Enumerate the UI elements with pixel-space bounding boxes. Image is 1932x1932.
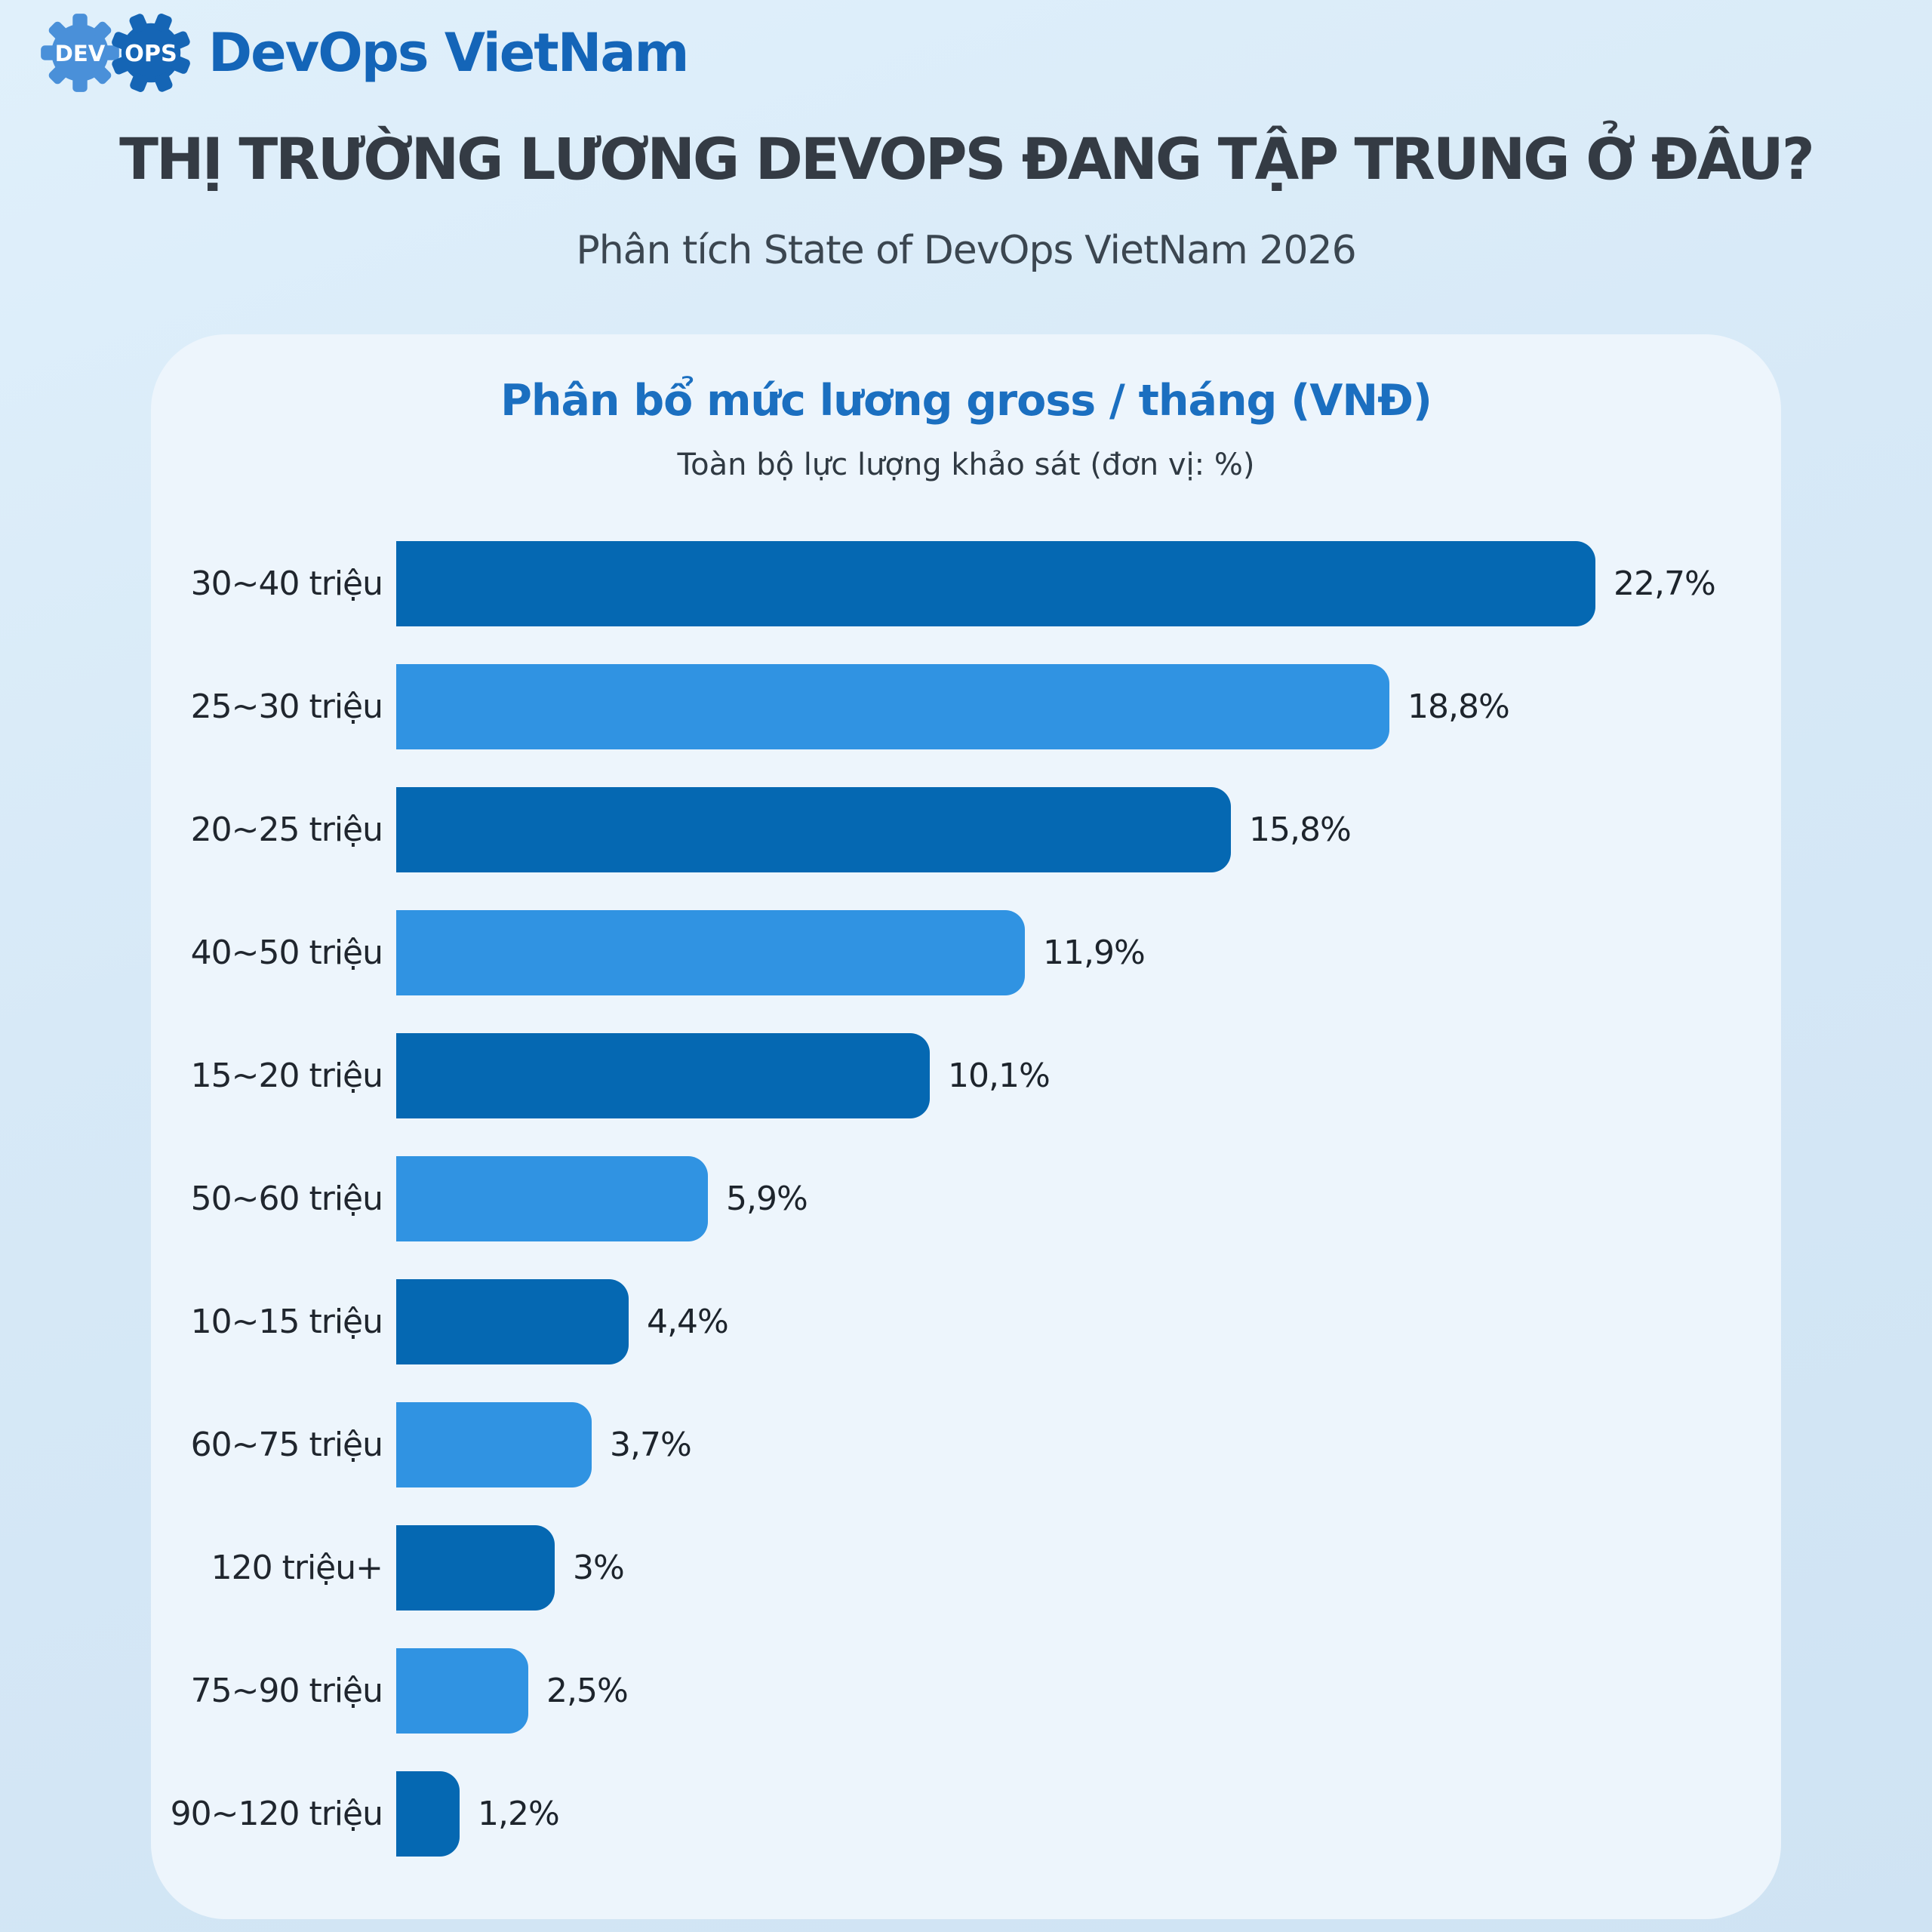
gear-dev-label: DEV — [55, 41, 106, 66]
bar-value-label: 2,5% — [546, 1672, 629, 1710]
bar-row: 25~30 triệu 18,8% — [151, 645, 1781, 768]
bar-category-label: 10~15 triệu — [190, 1303, 383, 1341]
bar — [396, 1033, 930, 1118]
bar — [396, 1279, 629, 1364]
bar — [396, 1525, 555, 1611]
bar-track: 11,9% — [396, 910, 1781, 995]
bar-category-label: 90~120 triệu — [170, 1795, 383, 1833]
bar — [396, 664, 1389, 749]
chart-rows: 30~40 triệu 22,7% 25~30 triệu 18,8% 20~2… — [151, 522, 1781, 1875]
bar-value-label: 11,9% — [1043, 934, 1146, 972]
bar — [396, 1156, 708, 1241]
bar-track: 1,2% — [396, 1771, 1781, 1857]
bar-value-label: 1,2% — [478, 1795, 560, 1833]
bar-category-label: 30~40 triệu — [190, 565, 383, 603]
bar — [396, 1771, 460, 1857]
bar-track: 3% — [396, 1525, 1781, 1611]
bar-value-label: 5,9% — [726, 1180, 808, 1218]
chart-subtitle: Toàn bộ lực lượng khảo sát (đơn vị: %) — [677, 448, 1255, 482]
bar-row: 30~40 triệu 22,7% — [151, 522, 1781, 645]
dev-gear-icon: DEV — [41, 14, 119, 92]
brand-wordmark: DevOps VietNam — [208, 22, 689, 84]
bar-row: 10~15 triệu 4,4% — [151, 1260, 1781, 1383]
bar — [396, 787, 1231, 872]
bar-value-label: 3,7% — [610, 1426, 692, 1464]
bar-category-label: 25~30 triệu — [190, 688, 383, 726]
bar-track: 5,9% — [396, 1156, 1781, 1241]
bar — [396, 910, 1025, 995]
gear-ops-label: OPS — [125, 41, 177, 67]
bar-category-label: 60~75 triệu — [190, 1426, 383, 1464]
bar — [396, 1648, 528, 1734]
bar-category-label: 75~90 triệu — [190, 1672, 383, 1710]
page-subtitle: Phân tích State of DevOps VietNam 2026 — [576, 228, 1356, 273]
bar-row: 20~25 triệu 15,8% — [151, 768, 1781, 891]
bar-category-label: 50~60 triệu — [190, 1180, 383, 1218]
bar-category-label: 20~25 triệu — [190, 811, 383, 849]
bar-track: 10,1% — [396, 1033, 1781, 1118]
bar-value-label: 10,1% — [948, 1057, 1051, 1095]
bar-value-label: 15,8% — [1249, 811, 1352, 849]
ops-gear-icon: OPS — [112, 14, 190, 92]
bar-row: 15~20 triệu 10,1% — [151, 1014, 1781, 1137]
bar-category-label: 120 triệu+ — [211, 1549, 383, 1587]
brand-logo: DEV OPS DevOps VietNam — [39, 11, 689, 95]
bar-category-label: 40~50 triệu — [190, 934, 383, 972]
bar-value-label: 4,4% — [647, 1303, 729, 1341]
bar-row: 120 triệu+ 3% — [151, 1506, 1781, 1629]
bar-row: 60~75 triệu 3,7% — [151, 1383, 1781, 1506]
bar-track: 18,8% — [396, 664, 1781, 749]
chart-title: Phân bổ mức lương gross / tháng (VNĐ) — [500, 376, 1432, 426]
chart-card: Phân bổ mức lương gross / tháng (VNĐ) To… — [151, 334, 1781, 1919]
bar — [396, 541, 1595, 626]
bar-value-label: 22,7% — [1614, 565, 1716, 603]
bar-row: 50~60 triệu 5,9% — [151, 1137, 1781, 1260]
bar-track: 4,4% — [396, 1279, 1781, 1364]
bar-value-label: 18,8% — [1407, 688, 1510, 726]
bar-track: 15,8% — [396, 787, 1781, 872]
bar-category-label: 15~20 triệu — [190, 1057, 383, 1095]
bar-row: 40~50 triệu 11,9% — [151, 891, 1781, 1014]
bar-row: 90~120 triệu 1,2% — [151, 1752, 1781, 1875]
bar-track: 2,5% — [396, 1648, 1781, 1734]
bar-track: 22,7% — [396, 541, 1781, 626]
page-title: THỊ TRƯỜNG LƯƠNG DEVOPS ĐANG TẬP TRUNG Ở… — [119, 125, 1815, 192]
bar-row: 75~90 triệu 2,5% — [151, 1629, 1781, 1752]
bar-value-label: 3% — [573, 1549, 625, 1587]
bar — [396, 1402, 592, 1487]
bar-track: 3,7% — [396, 1402, 1781, 1487]
